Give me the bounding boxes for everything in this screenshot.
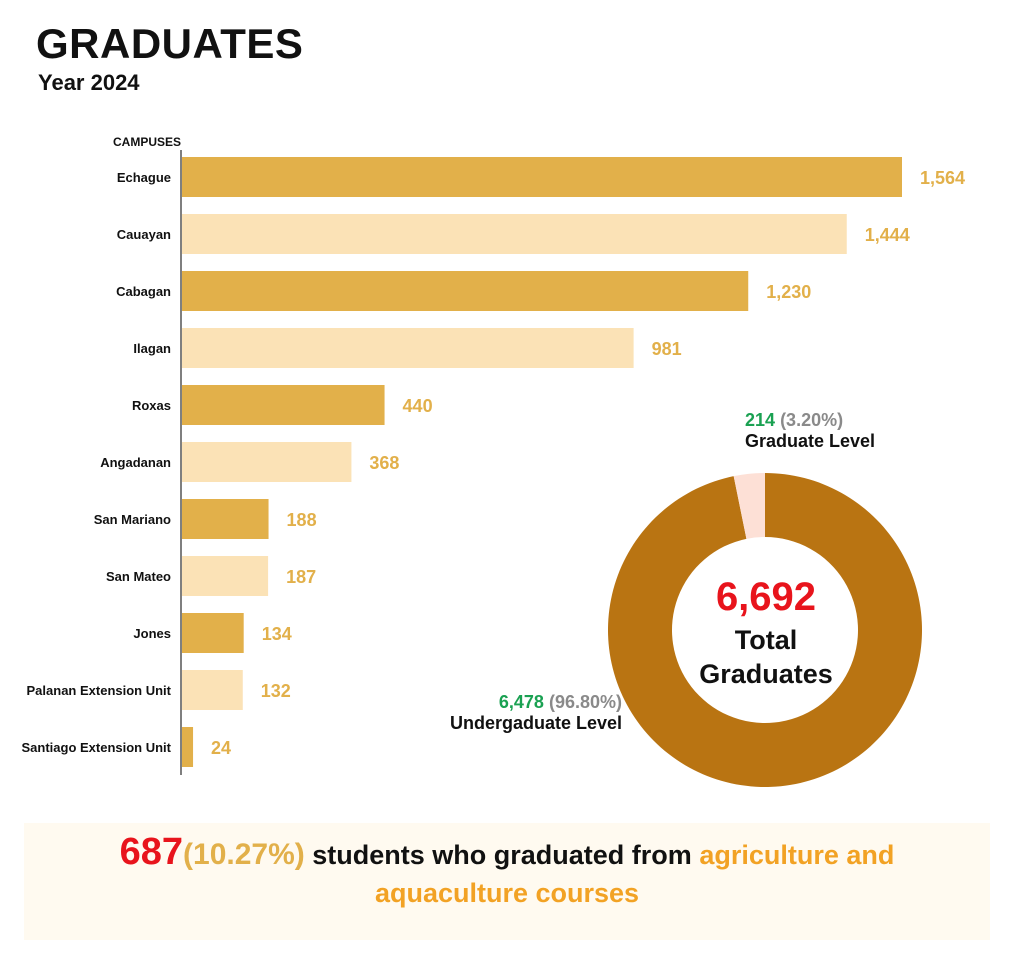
level-donut-chart <box>608 473 922 787</box>
graduate-pct: (3.20%) <box>780 410 844 430</box>
undergraduate-level-label: 6,478 (96.80%) Undergaduate Level <box>440 692 622 734</box>
bar-jones <box>182 613 244 653</box>
total-graduates-value: 6,692 <box>715 575 817 619</box>
bar-value-label: 1,230 <box>766 282 811 302</box>
bar-value-label: 188 <box>287 510 317 530</box>
category-label: Jones <box>133 626 171 641</box>
bar-value-label: 134 <box>262 624 292 644</box>
bar-value-label: 187 <box>286 567 316 587</box>
category-label: San Mateo <box>106 569 171 584</box>
bar-cabagan <box>182 271 749 311</box>
bar-value-label: 981 <box>652 339 682 359</box>
bar-value-label: 132 <box>261 681 291 701</box>
graduate-level-name: Graduate Level <box>745 431 876 451</box>
bar-value-label: 440 <box>403 396 433 416</box>
bar-san-mateo <box>182 556 269 596</box>
category-label: Roxas <box>132 398 171 413</box>
agri-highlight-line2: aquaculture courses <box>374 878 640 908</box>
donut-slice-undergraduate <box>608 473 922 787</box>
category-label: Santiago Extension Unit <box>21 740 171 755</box>
bar-value-label: 1,444 <box>865 225 910 245</box>
total-label-line2: Graduates <box>699 659 833 689</box>
campus-bar-chart: CAMPUSES Echague 1,564 Cauayan 1,444 Cabagan 1… <box>21 135 965 775</box>
agri-highlight-line1: agriculture and <box>699 840 895 870</box>
total-label-line1: Total <box>734 625 798 655</box>
category-label: Cabagan <box>116 284 171 299</box>
category-label: San Mariano <box>94 512 171 527</box>
category-label: Cauayan <box>117 227 171 242</box>
page-subtitle: Year 2024 <box>38 70 140 95</box>
bar-san-mariano <box>182 499 269 539</box>
undergraduate-count: 6,478 <box>498 692 544 712</box>
donut-slice-graduate <box>733 473 765 539</box>
agri-text: students who graduated from <box>304 840 700 870</box>
undergraduate-pct: (96.80%) <box>548 692 622 712</box>
bar-echague <box>182 157 902 197</box>
agri-pct: (10.27%) <box>183 838 305 871</box>
bar-palanan-extension-unit <box>182 670 243 710</box>
bar-value-label: 1,564 <box>920 168 965 188</box>
graduate-level-label: 214 (3.20%) Graduate Level <box>745 410 875 452</box>
category-label: Echague <box>117 170 171 185</box>
graduate-count: 214 <box>745 410 776 430</box>
bar-axis-label: CAMPUSES <box>113 135 181 149</box>
bar-santiago-extension-unit <box>182 727 194 767</box>
page-title: GRADUATES <box>36 20 304 67</box>
category-label: Ilagan <box>133 341 171 356</box>
agri-count: 687 <box>119 831 184 873</box>
bar-value-label: 368 <box>369 453 399 473</box>
undergraduate-level-name: Undergaduate Level <box>449 713 622 733</box>
bar-roxas <box>182 385 385 425</box>
total-graduates-label: Total Graduates <box>660 623 872 691</box>
bar-angadanan <box>182 442 352 482</box>
bar-ilagan <box>182 328 634 368</box>
bar-value-label: 24 <box>211 738 231 758</box>
category-label: Angadanan <box>100 455 171 470</box>
category-label: Palanan Extension Unit <box>27 683 172 698</box>
agriculture-summary-banner: 687(10.27%) students who graduated from … <box>24 823 990 940</box>
bar-cauayan <box>182 214 847 254</box>
